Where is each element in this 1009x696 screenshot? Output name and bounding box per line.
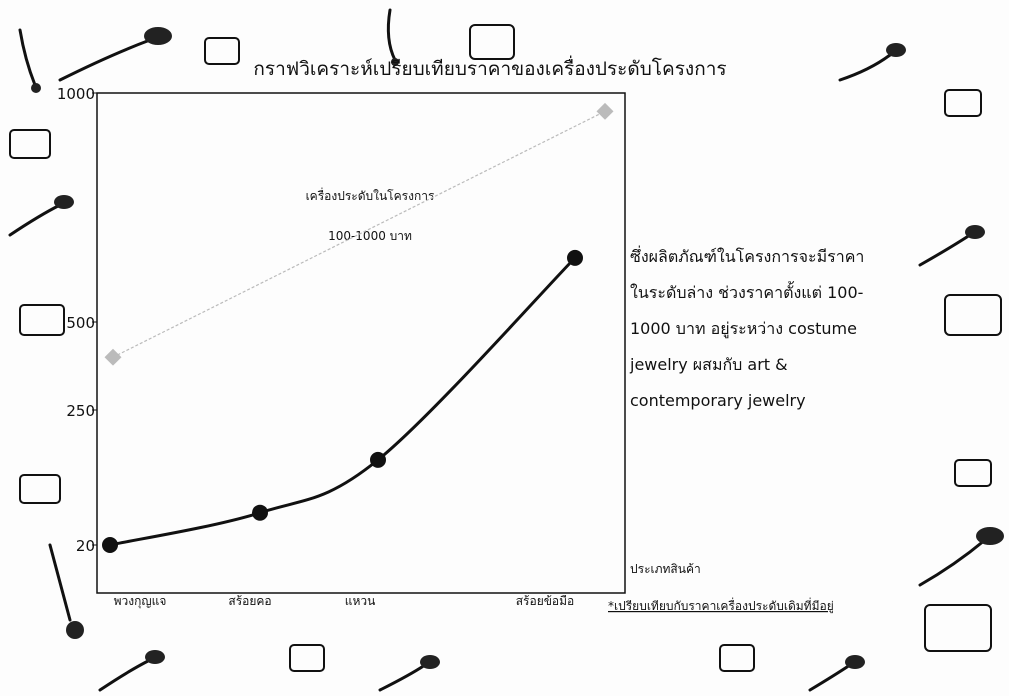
- point: [370, 451, 386, 468]
- annotation: เครื่องประดับในโครงการ: [306, 187, 435, 203]
- x-tick-label: สร้อยคอ: [228, 594, 271, 608]
- plot-frame: [96, 92, 626, 594]
- point: [102, 537, 118, 553]
- x-tick-label: พวงกุญแจ: [114, 594, 167, 609]
- y-tick-label: 1000: [57, 85, 95, 103]
- series-line: [109, 256, 577, 547]
- point: [567, 249, 583, 266]
- x-axis-label: ประเภทสินค้า: [630, 562, 701, 576]
- annotation: 100-1000 บาท: [328, 229, 412, 243]
- description-line: contemporary jewelry: [630, 391, 806, 410]
- y-tick-label: 500: [66, 314, 95, 332]
- y-tick-label: 20: [76, 537, 95, 555]
- chart-title: กราฟวิเคราะห์เปรียบเทียบราคาของเครื่องปร…: [253, 55, 726, 80]
- point: [252, 504, 268, 521]
- description-line: jewelry ผสมกับ art &: [629, 355, 788, 374]
- x-tick-label: แหวน: [345, 594, 376, 608]
- description-line: 1000 บาท อยู่ระหว่าง costume: [630, 319, 857, 339]
- y-tick-label: 250: [66, 402, 95, 420]
- decoration: [8, 8, 1004, 692]
- description-line: ในระดับล่าง ช่วงราคาตั้งแต่ 100-: [630, 281, 863, 302]
- footnote: *เปรียบเทียบกับราคาเครื่องประดับเดิมที่ม…: [608, 597, 834, 614]
- range-marker: [596, 102, 614, 120]
- range-marker: [104, 348, 122, 366]
- x-tick-label: สร้อยข้อมือ: [516, 594, 575, 608]
- description-line: ซึ่งผลิตภัณฑ์ในโครงการจะมีราคา: [630, 245, 864, 266]
- range-line: [112, 110, 606, 358]
